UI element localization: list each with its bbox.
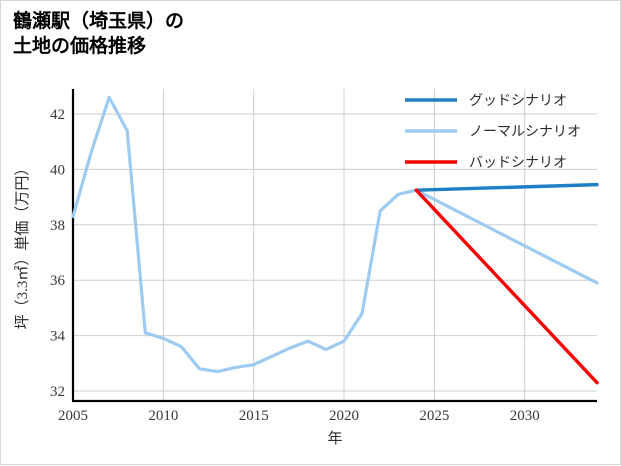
axis-lines [71,89,597,403]
y-tick-labels: 32 34 36 38 40 42 [50,107,66,400]
series-line-good [414,182,599,192]
y-tick-label: 40 [50,162,65,178]
legend-label: バッドシナリオ [469,156,567,171]
x-tick-label: 2005 [58,408,88,424]
legend-label: ノーマルシナリオ [469,125,581,140]
x-tick-label: 2025 [419,408,449,424]
y-tick-label: 34 [50,329,66,345]
axis-titles: 年 坪（3.3㎡）単価（万円） [14,161,343,447]
y-tick-label: 38 [50,218,65,234]
y-tick-label: 36 [50,273,66,289]
x-tick-label: 2030 [510,408,540,424]
x-tick-label: 2020 [329,408,359,424]
series-line-normal [71,95,599,374]
series-line-bad [414,188,599,385]
legend-label: グッドシナリオ [469,93,567,109]
x-tick-labels: 2005 2010 2015 2020 2025 2030 [58,408,540,424]
page-title: 鶴瀬駅（埼玉県）の 土地の価格推移 [13,11,185,58]
x-tick-label: 2015 [239,408,269,424]
x-axis-title: 年 [327,430,342,447]
y-tick-label: 42 [50,107,65,123]
y-axis-title: 坪（3.3㎡）単価（万円） [14,161,31,330]
y-tick-label: 32 [50,384,65,400]
series-layer [71,95,599,385]
x-tick-label: 2010 [148,408,178,424]
